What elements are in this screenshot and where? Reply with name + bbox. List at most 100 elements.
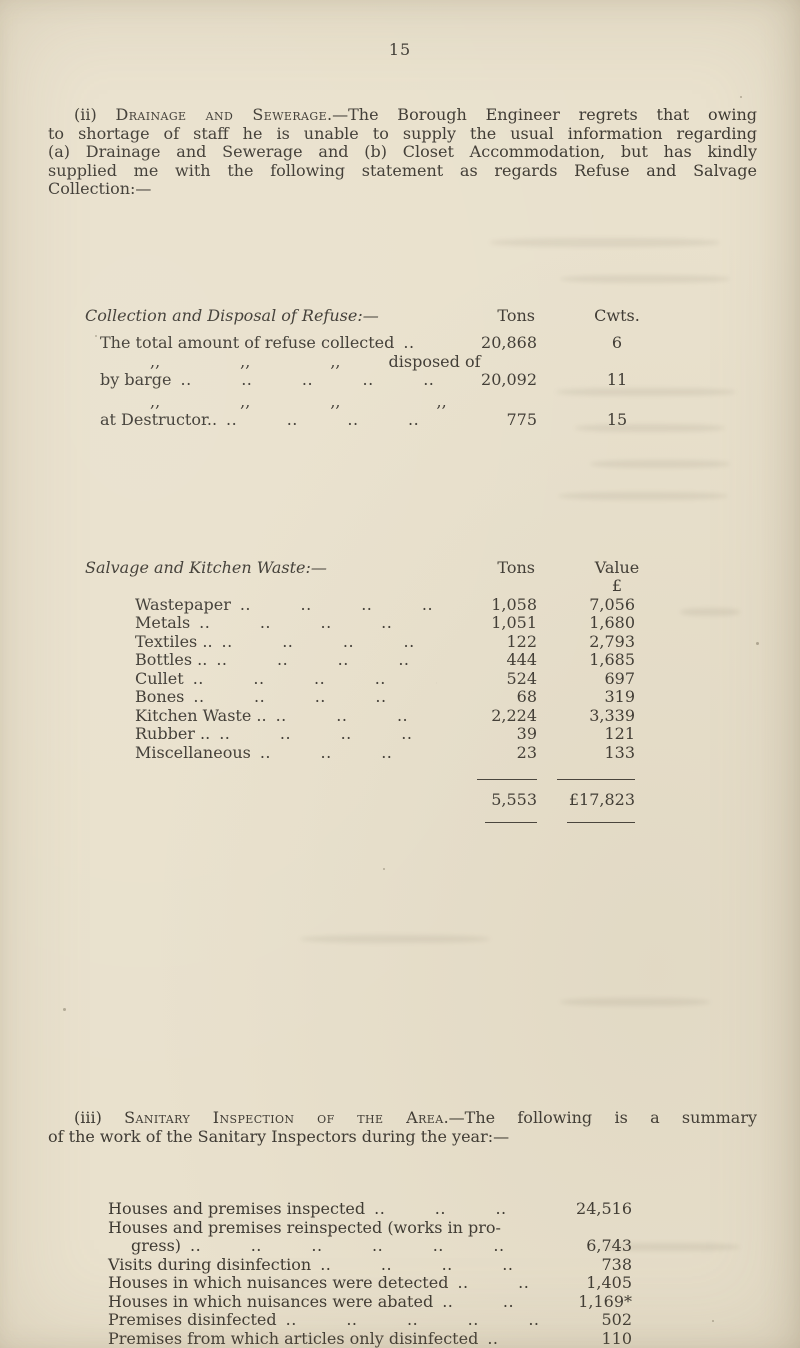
bleed-through-artifact <box>558 492 728 500</box>
cwts-value: 6 <box>611 333 623 353</box>
total-rule <box>477 779 537 781</box>
bleed-through-artifact <box>560 998 710 1006</box>
dot-leader: .. .. .. .. .. .. .. .. .. .. .. .. <box>487 1329 499 1348</box>
item-value: 110 <box>601 1328 632 1348</box>
table-row: The total amount of refuse collected .. … <box>85 334 697 353</box>
value-amount: 133 <box>604 742 635 762</box>
item-value: 6,743 <box>586 1236 632 1256</box>
table-header-row: Salvage and Kitchen Waste:— Tons Value <box>85 557 697 578</box>
list-item: Houses in which nuisances were detected … <box>108 1274 638 1293</box>
dot-leader: .. .. .. .. .. .. .. .. .. .. .. .. <box>442 1292 515 1311</box>
dot-leader: .. .. .. .. .. .. .. .. .. .. .. .. <box>457 1274 530 1293</box>
section-iii-prefix: (iii) <box>74 1107 125 1127</box>
list-item: Houses and premises inspected .. .. .. .… <box>108 1200 638 1219</box>
item-label: Visits during disinfection <box>108 1254 312 1274</box>
paper-speck <box>383 868 385 870</box>
item-value: 1,169* <box>578 1291 632 1311</box>
tons-value: 68 <box>516 687 537 707</box>
paragraph-line: (a) Drainage and Sewerage and (b) Closet… <box>48 142 757 162</box>
salvage-table: Salvage and Kitchen Waste:— Tons Value £… <box>85 557 697 832</box>
row-label: Rubber .. <box>135 724 211 744</box>
table-row-ditto: ,, ,, ,, ,, <box>85 392 697 412</box>
bleed-through-artifact <box>600 1243 740 1251</box>
item-label: Houses in which nuisances were abated <box>108 1291 434 1311</box>
table-row: Metals .. .. .. .. .. .. .. .. .. .. .. … <box>85 614 697 633</box>
tons-value: 20,092 <box>481 370 537 390</box>
total-value: £17,823 <box>568 789 635 809</box>
paper-speck <box>712 1320 714 1322</box>
section-ii-prefix: (ii) <box>74 105 116 124</box>
paragraph-line: of the work of the Sanitary Inspectors d… <box>48 1126 510 1146</box>
dot-leader: .. .. .. .. .. .. .. .. .. .. .. .. <box>403 334 415 353</box>
item-label: Houses in which nuisances were detected <box>108 1273 449 1293</box>
table-row: Rubber .. .. .. .. .. .. .. .. .. .. .. … <box>85 725 697 744</box>
dot-leader: .. .. .. .. .. .. .. .. .. .. .. .. <box>180 371 435 390</box>
section-ii-text: .—The Borough Engineer regrets that owin… <box>327 105 757 124</box>
refuse-table: Collection and Disposal of Refuse:— Tons… <box>85 305 697 430</box>
table-row: Miscellaneous .. .. .. .. .. .. .. .. ..… <box>85 742 697 763</box>
bleed-through-artifact <box>556 388 736 396</box>
list-item: Visits during disinfection .. .. .. .. .… <box>108 1254 638 1275</box>
dot-leader: .. .. .. .. .. .. .. .. .. .. .. .. <box>226 411 420 430</box>
paragraph-drainage-sewerage: (ii) Drainage and Sewerage.—The Borough … <box>48 105 757 199</box>
sanitary-list: Houses and premises inspected .. .. .. .… <box>108 1200 638 1348</box>
row-label: Wastepaper <box>135 594 231 614</box>
paragraph-line: to shortage of staff he is unable to sup… <box>48 123 757 143</box>
bleed-through-artifact <box>300 935 490 943</box>
paper-speck <box>756 642 759 645</box>
tons-value: 444 <box>506 650 537 670</box>
tons-value: 2,224 <box>491 705 537 725</box>
row-label: Kitchen Waste .. <box>135 705 267 725</box>
list-item: Houses in which nuisances were abated ..… <box>108 1291 638 1312</box>
dot-leader: .. .. .. .. .. .. .. .. .. .. .. .. <box>193 688 437 707</box>
total-rule <box>557 779 635 781</box>
column-header-cwts: Cwts. <box>594 305 640 325</box>
paragraph-sanitary-inspection: (iii) Sanitary Inspection of the Area.—T… <box>48 1107 757 1146</box>
row-label: Miscellaneous <box>135 742 251 762</box>
table-row: at Destructor.. .. .. .. .. .. .. .. .. … <box>85 411 697 430</box>
total-rule-row <box>85 770 697 789</box>
bleed-through-artifact <box>575 424 725 432</box>
table-row: by barge .. .. .. .. .. .. .. .. .. .. .… <box>85 371 697 390</box>
value-amount: 2,793 <box>589 631 635 651</box>
list-item: Premises disinfected .. .. .. .. .. .. .… <box>108 1311 638 1330</box>
column-header-value: Value <box>594 557 640 577</box>
item-label: Houses and premises inspected <box>108 1199 366 1219</box>
tons-value: 23 <box>516 742 537 762</box>
bleed-through-artifact <box>680 608 740 616</box>
bleed-through-artifact <box>590 460 730 468</box>
row-label: Metals <box>135 613 191 633</box>
tons-value: 1,058 <box>491 594 537 614</box>
row-label: at Destructor.. <box>100 410 218 430</box>
table-row-ditto: ,, ,, ,, disposed of <box>85 351 697 372</box>
cwts-value: 11 <box>606 370 628 390</box>
value-amount: 697 <box>604 668 635 688</box>
row-label: Cullet <box>135 668 184 688</box>
table-row: Bottles .. .. .. .. .. .. .. .. .. .. ..… <box>85 651 697 670</box>
dot-leader: .. .. .. .. .. .. .. .. .. .. .. .. <box>190 1237 505 1256</box>
item-label: Premises disinfected <box>108 1310 277 1330</box>
value-amount: 319 <box>604 687 635 707</box>
refuse-table-heading: Collection and Disposal of Refuse:— <box>85 305 379 325</box>
dot-leader: .. .. .. .. .. .. .. .. .. .. .. .. <box>192 669 437 688</box>
value-amount: 7,056 <box>589 594 635 614</box>
row-label: by barge <box>100 370 172 390</box>
row-label: Textiles .. <box>135 631 213 651</box>
column-header-tons: Tons <box>497 557 535 577</box>
bleed-through-artifact <box>560 275 730 283</box>
total-tons: 5,553 <box>491 789 537 809</box>
paper-speck <box>740 96 742 98</box>
dot-leader: .. .. .. .. .. .. .. .. .. .. .. .. <box>199 614 393 633</box>
item-value: 738 <box>601 1254 632 1274</box>
dot-leader: .. .. .. .. .. .. .. .. .. .. .. .. <box>285 1311 538 1330</box>
row-label: ,, ,, ,, disposed of <box>150 351 481 371</box>
bleed-through-artifact <box>490 238 720 247</box>
item-label: Houses and premises reinspected (works i… <box>108 1217 501 1237</box>
tons-value: 122 <box>506 631 537 651</box>
tons-value: 39 <box>516 724 537 744</box>
page-number: 15 <box>388 40 412 59</box>
tons-value: 20,868 <box>481 333 537 353</box>
table-row: Kitchen Waste .. .. .. .. .. .. .. .. ..… <box>85 705 697 726</box>
row-label: Bottles .. <box>135 650 208 670</box>
